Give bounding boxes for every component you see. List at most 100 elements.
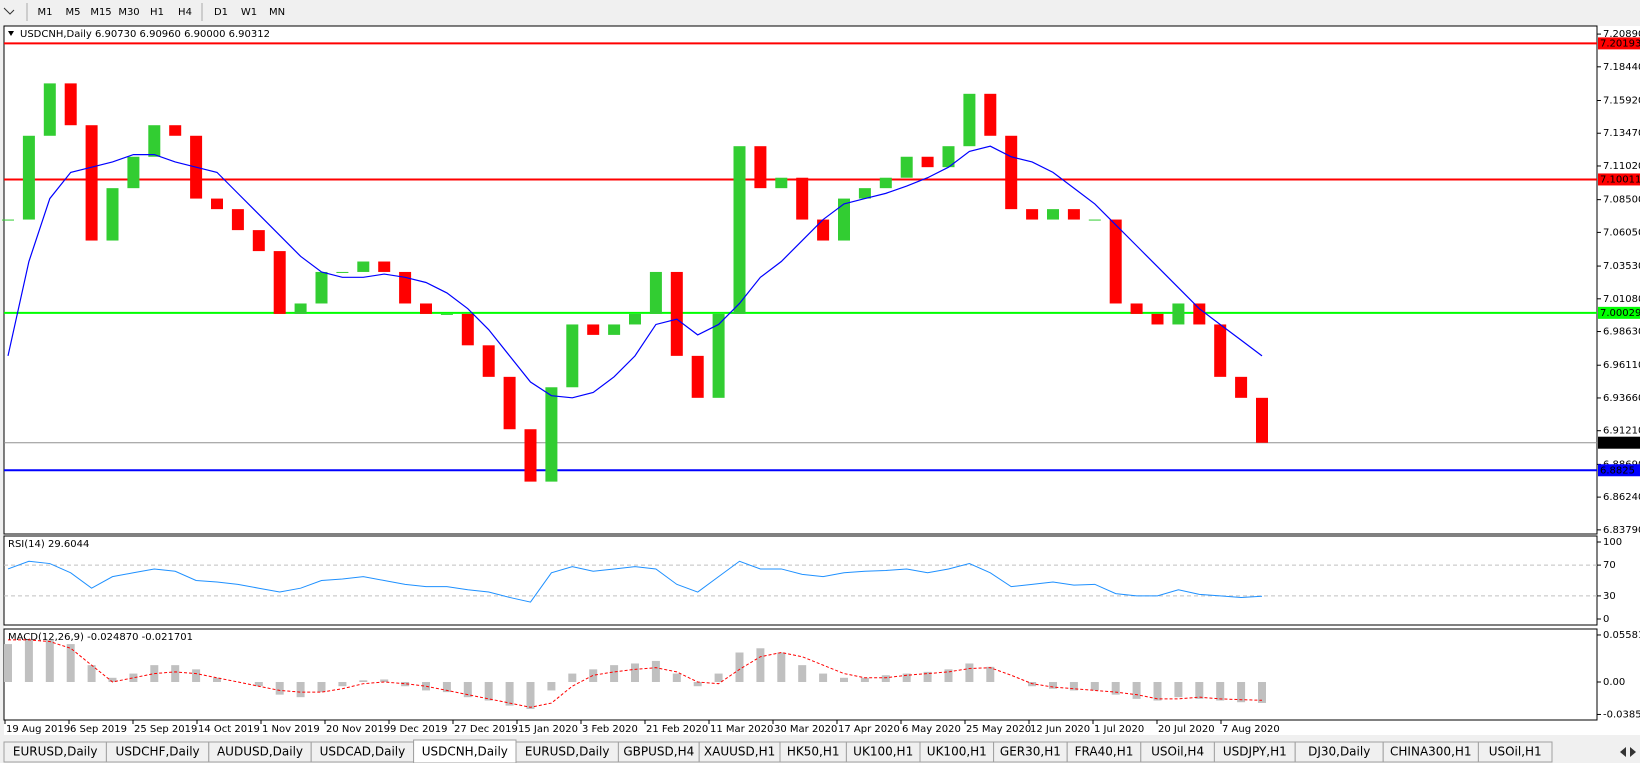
tab-label[interactable]: AUDUSD,Daily xyxy=(217,745,303,759)
tab-label[interactable]: USDCNH,Daily xyxy=(422,745,508,759)
macd-bar xyxy=(380,679,389,682)
macd-bar xyxy=(171,665,180,682)
tab-label[interactable]: USDJPY,H1 xyxy=(1223,745,1287,759)
candle xyxy=(921,156,934,168)
timeframe-button[interactable] xyxy=(264,3,290,21)
timeframe-label[interactable]: D1 xyxy=(214,7,228,18)
tab-label[interactable]: USOil,H1 xyxy=(1489,745,1542,759)
macd-bar xyxy=(1111,681,1120,695)
macd-bar xyxy=(1195,681,1204,699)
macd-bar xyxy=(1049,681,1057,689)
level-label-bg xyxy=(1598,436,1640,449)
x-tick-label: 12 Jun 2020 xyxy=(1030,724,1090,735)
timeframe-button[interactable] xyxy=(116,3,142,21)
macd-bar xyxy=(108,677,117,682)
candle xyxy=(963,93,976,147)
macd-bar xyxy=(944,669,953,682)
tab-label[interactable]: GER30,H1 xyxy=(1000,745,1061,759)
tab-label[interactable]: DJ30,Daily xyxy=(1308,745,1370,759)
tab-label[interactable]: GBPUSD,H4 xyxy=(623,745,694,759)
tab-label[interactable]: USDCAD,Daily xyxy=(320,745,406,759)
tab[interactable] xyxy=(1477,741,1553,763)
x-tick-label: 6 Sep 2019 xyxy=(70,724,127,735)
candle xyxy=(2,219,14,221)
candle xyxy=(64,83,77,126)
macd-bar xyxy=(819,673,828,682)
macd-bar xyxy=(1258,681,1266,703)
tab-label[interactable]: UK100,H1 xyxy=(927,745,987,759)
candle xyxy=(566,324,579,388)
candle xyxy=(775,177,788,189)
y-tick-label: 6.93660 xyxy=(1603,393,1640,404)
x-tick-label: 14 Oct 2019 xyxy=(198,724,260,735)
level-label: 7.00029 xyxy=(1600,308,1640,319)
timeframe-label[interactable]: M15 xyxy=(90,7,111,18)
macd-bar xyxy=(1090,681,1099,691)
macd-bar xyxy=(965,663,974,682)
panel-frame xyxy=(3,535,1598,626)
candle xyxy=(1172,303,1185,325)
timeframe-button[interactable] xyxy=(172,3,198,21)
timeframe-label[interactable]: M1 xyxy=(38,7,53,18)
timeframe-label[interactable]: H4 xyxy=(178,7,192,18)
timeframe-button[interactable] xyxy=(236,3,262,21)
x-tick-label: 17 Apr 2020 xyxy=(838,724,900,735)
toolbar-icon xyxy=(3,7,15,15)
macd-bar xyxy=(338,681,347,687)
timeframe-button[interactable] xyxy=(32,3,58,21)
y-tick-label: 7.18440 xyxy=(1603,62,1640,73)
panel-frame xyxy=(3,25,1598,535)
x-tick-label: 30 Mar 2020 xyxy=(774,724,837,735)
macd-bar xyxy=(401,681,410,687)
y-tick-label: 0.00 xyxy=(1603,677,1625,688)
menu-arrow xyxy=(8,31,14,36)
timeframe-button[interactable] xyxy=(88,3,114,21)
candle xyxy=(670,271,683,356)
timeframe-label[interactable]: H1 xyxy=(150,7,164,18)
macd-bar xyxy=(693,681,702,687)
timeframe-label[interactable]: W1 xyxy=(241,7,257,18)
macd-bar xyxy=(1132,681,1141,699)
timeframe-label[interactable]: MN xyxy=(269,7,285,18)
level-label-bg xyxy=(1598,37,1640,50)
candle xyxy=(649,271,662,314)
tab-label[interactable]: FRA40,H1 xyxy=(1075,745,1134,759)
tab-label[interactable]: HK50,H1 xyxy=(787,745,840,759)
timeframe-button[interactable] xyxy=(60,3,86,21)
macd-bar xyxy=(840,677,848,682)
candle xyxy=(127,156,140,189)
indicator-title: MACD(12,26,9) -0.024870 -0.021701 xyxy=(8,632,193,643)
y-tick-label: 7.03530 xyxy=(1603,261,1640,272)
macd-bar xyxy=(213,677,221,682)
y-tick-label: 6.91210 xyxy=(1603,426,1640,437)
chart-window xyxy=(4,26,1640,735)
y-tick-label: 7.08500 xyxy=(1603,195,1640,206)
timeframe-button[interactable] xyxy=(144,3,170,21)
timeframe-label[interactable]: M30 xyxy=(118,7,139,18)
candle xyxy=(503,376,516,430)
tab-label[interactable]: EURUSD,Daily xyxy=(13,745,98,759)
y-tick-label: 6.83790 xyxy=(1603,525,1640,536)
tab-label[interactable]: XAUUSD,H1 xyxy=(704,745,775,759)
y-tick-label: 0.05581 xyxy=(1603,630,1640,641)
candle xyxy=(252,230,265,252)
macd-bar xyxy=(1153,681,1162,701)
y-tick-label: 7.06050 xyxy=(1603,227,1640,238)
tab-label[interactable]: USOil,H4 xyxy=(1151,745,1204,759)
tab-label[interactable]: UK100,H1 xyxy=(853,745,913,759)
candle xyxy=(1193,303,1206,325)
y-tick-label: 7.20890 xyxy=(1603,29,1640,40)
tab-scroll[interactable] xyxy=(1620,747,1626,757)
macd-bar xyxy=(1216,681,1225,701)
tab-scroll[interactable] xyxy=(1630,747,1636,757)
timeframe-label[interactable]: M5 xyxy=(66,7,81,18)
macd-bar xyxy=(422,681,430,691)
tab-label[interactable]: EURUSD,Daily xyxy=(525,745,610,759)
macd-bar xyxy=(923,671,932,682)
tab-label[interactable]: USDCHF,Daily xyxy=(116,745,200,759)
timeframe-button[interactable] xyxy=(208,3,234,21)
macd-bar xyxy=(735,652,744,682)
candle xyxy=(608,324,621,335)
tab-label[interactable]: CHINA300,H1 xyxy=(1390,745,1472,759)
